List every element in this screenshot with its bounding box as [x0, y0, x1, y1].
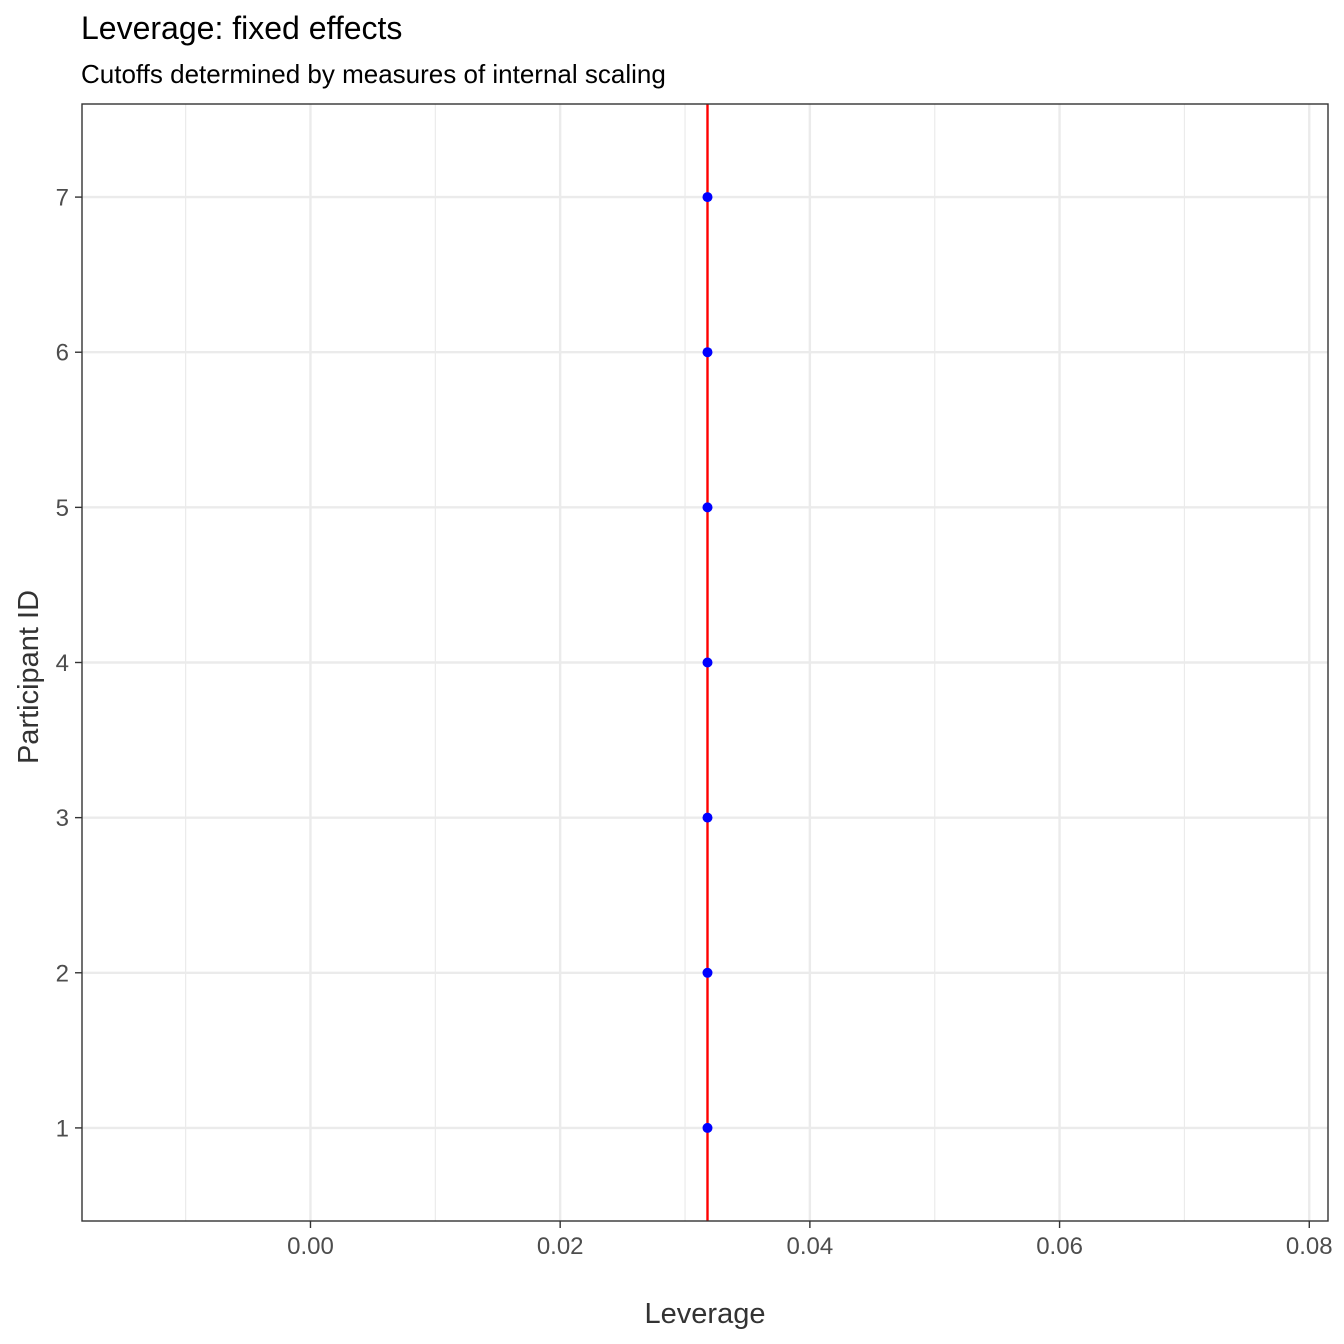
- y-tick-label: 4: [56, 650, 69, 677]
- x-tick-label: 0.02: [537, 1233, 584, 1260]
- y-tick-label: 6: [56, 340, 69, 367]
- chart-subtitle: Cutoffs determined by measures of intern…: [81, 59, 666, 89]
- data-point: [702, 1122, 713, 1133]
- x-tick-label: 0.08: [1286, 1233, 1333, 1260]
- data-points: [702, 192, 713, 1133]
- data-point: [702, 347, 713, 358]
- x-tick-label: 0.00: [287, 1233, 334, 1260]
- y-tick-label: 2: [56, 960, 69, 987]
- x-axis-title: Leverage: [645, 1298, 766, 1330]
- chart-title: Leverage: fixed effects: [81, 10, 402, 46]
- x-tick-label: 0.04: [787, 1233, 834, 1260]
- x-axis: 0.00 0.02 0.04 0.06 0.08: [287, 1221, 1333, 1260]
- y-tick-label: 5: [56, 495, 69, 522]
- data-point: [702, 192, 713, 203]
- data-point: [702, 657, 713, 668]
- data-point: [702, 967, 713, 978]
- y-tick-label: 7: [56, 185, 69, 212]
- x-tick-label: 0.06: [1036, 1233, 1083, 1260]
- y-axis: 1 2 3 4 5 6 7: [56, 185, 82, 1142]
- y-tick-label: 1: [56, 1115, 69, 1142]
- y-axis-title: Participant ID: [13, 590, 45, 764]
- data-point: [702, 812, 713, 823]
- y-tick-label: 3: [56, 805, 69, 832]
- data-point: [702, 502, 713, 513]
